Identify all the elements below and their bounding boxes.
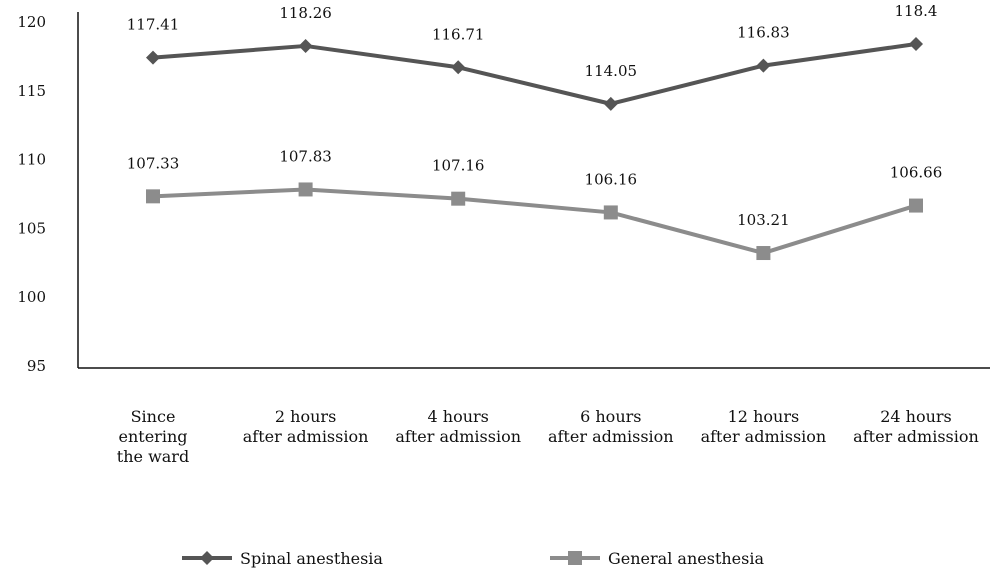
- y-tick-label: 105: [17, 219, 46, 237]
- y-tick-label: 110: [17, 151, 46, 169]
- y-tick-label: 100: [17, 288, 46, 306]
- x-tick-label: 6 hours after admission: [548, 407, 674, 446]
- data-label: 106.16: [585, 170, 638, 188]
- series-line: [152, 42, 917, 106]
- data-label: 118.4: [895, 2, 938, 20]
- legend-item-general: General anesthesia: [550, 549, 764, 568]
- data-point-diamond: [146, 50, 160, 65]
- data-label: 107.16: [432, 157, 485, 175]
- data-point-square: [909, 198, 923, 213]
- legend-label: Spinal anesthesia: [240, 549, 383, 568]
- data-label: 118.26: [279, 4, 332, 22]
- legend: Spinal anesthesia General anesthesia: [182, 549, 764, 568]
- data-point-square: [603, 205, 618, 220]
- x-tick-label: 24 hours after admission: [853, 407, 979, 446]
- data-label: 116.71: [432, 25, 485, 43]
- data-point-diamond: [756, 58, 771, 73]
- series-layer: 117.41 118.26 116.71 114.05 116.83 118.4 107.3…: [127, 2, 943, 261]
- data-point-square: [451, 191, 466, 206]
- legend-label: General anesthesia: [608, 549, 764, 568]
- data-label: 103.21: [737, 211, 790, 229]
- y-tick-label: 115: [17, 82, 46, 100]
- data-point-diamond: [603, 96, 618, 111]
- data-point-diamond: [909, 37, 923, 52]
- x-tick-label: 4 hours after admission: [395, 407, 521, 446]
- x-tick-label: Since entering the ward: [117, 407, 189, 466]
- data-label: 116.83: [737, 24, 790, 42]
- data-point-square: [756, 246, 771, 261]
- data-label: 107.83: [279, 147, 332, 165]
- data-label: 117.41: [127, 16, 180, 34]
- legend-item-spinal: Spinal anesthesia: [182, 549, 383, 568]
- data-point-diamond: [451, 60, 466, 75]
- axes-layer: 95 100 105 110 115 120 Since entering the ward 2 …: [17, 12, 990, 466]
- data-label: 114.05: [585, 62, 638, 80]
- data-point-square: [146, 189, 160, 204]
- series-spinal: 117.41 118.26 116.71 114.05 116.83 118.4: [127, 2, 938, 111]
- data-label: 106.66: [890, 164, 943, 182]
- y-tick-label: 120: [17, 13, 46, 31]
- data-label: 107.33: [127, 154, 180, 172]
- y-tick-label: 95: [27, 357, 46, 375]
- series-line: [152, 187, 917, 256]
- data-point-square: [298, 182, 313, 197]
- legend-marker-square: [568, 551, 582, 565]
- data-point-diamond: [298, 38, 313, 53]
- legend-marker-diamond: [200, 551, 214, 565]
- series-general: 107.33 107.83 107.16 106.16 103.21 106.66: [127, 147, 943, 261]
- x-tick-label: 2 hours after admission: [243, 407, 369, 446]
- x-tick-label: 12 hours after admission: [701, 407, 827, 446]
